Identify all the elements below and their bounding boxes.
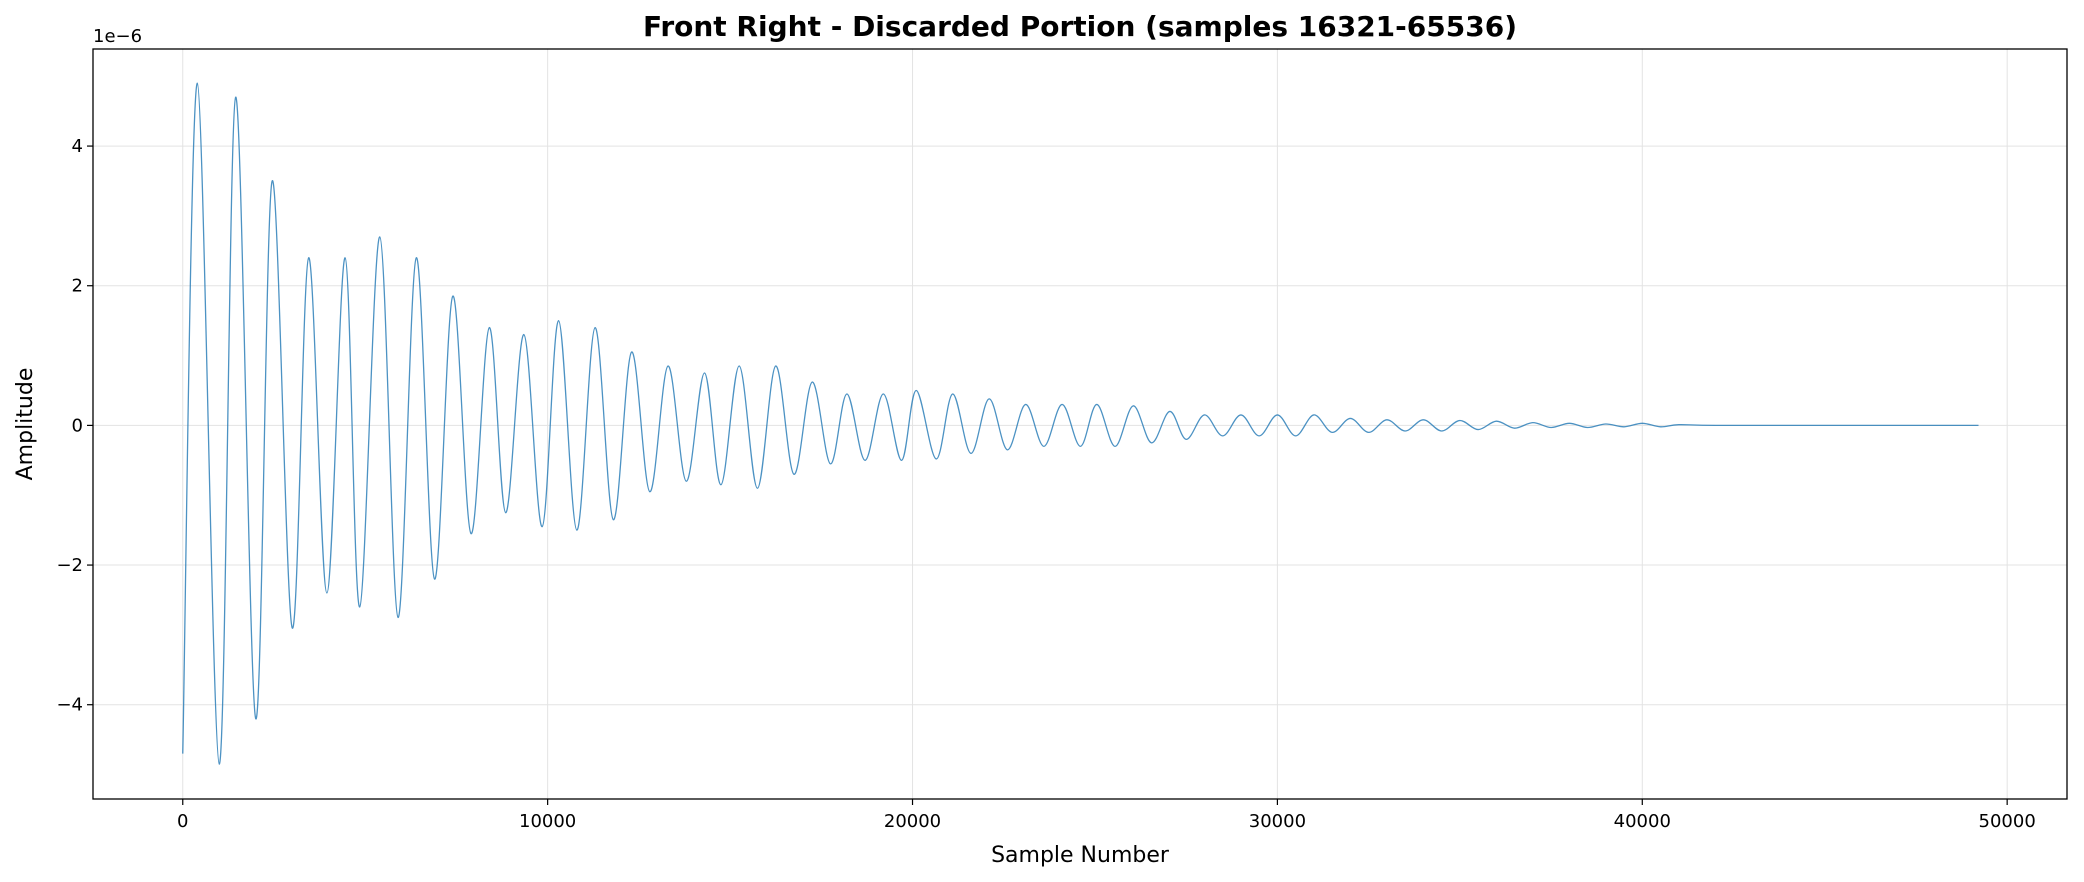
y-tick-label: −2 <box>56 555 83 576</box>
signal-line <box>182 82 1979 765</box>
x-tick-label: 50000 <box>1979 811 2036 832</box>
y-offset-label: 1e−6 <box>93 26 142 47</box>
x-tick-label: 20000 <box>884 811 941 832</box>
x-tick-label: 30000 <box>1249 811 1306 832</box>
y-axis-label: Amplitude <box>13 368 38 481</box>
x-tick-label: 0 <box>177 811 188 832</box>
x-axis-label: Sample Number <box>991 843 1170 868</box>
y-tick-label: 4 <box>72 136 83 157</box>
x-tick-label: 40000 <box>1614 811 1671 832</box>
x-tick-label: 10000 <box>519 811 576 832</box>
plot-frame <box>92 48 2068 800</box>
chart-title: Front Right - Discarded Portion (samples… <box>643 10 1517 43</box>
y-tick-label: 2 <box>72 276 83 297</box>
y-tick-label: 0 <box>72 415 83 436</box>
y-tick-label: −4 <box>56 695 83 716</box>
